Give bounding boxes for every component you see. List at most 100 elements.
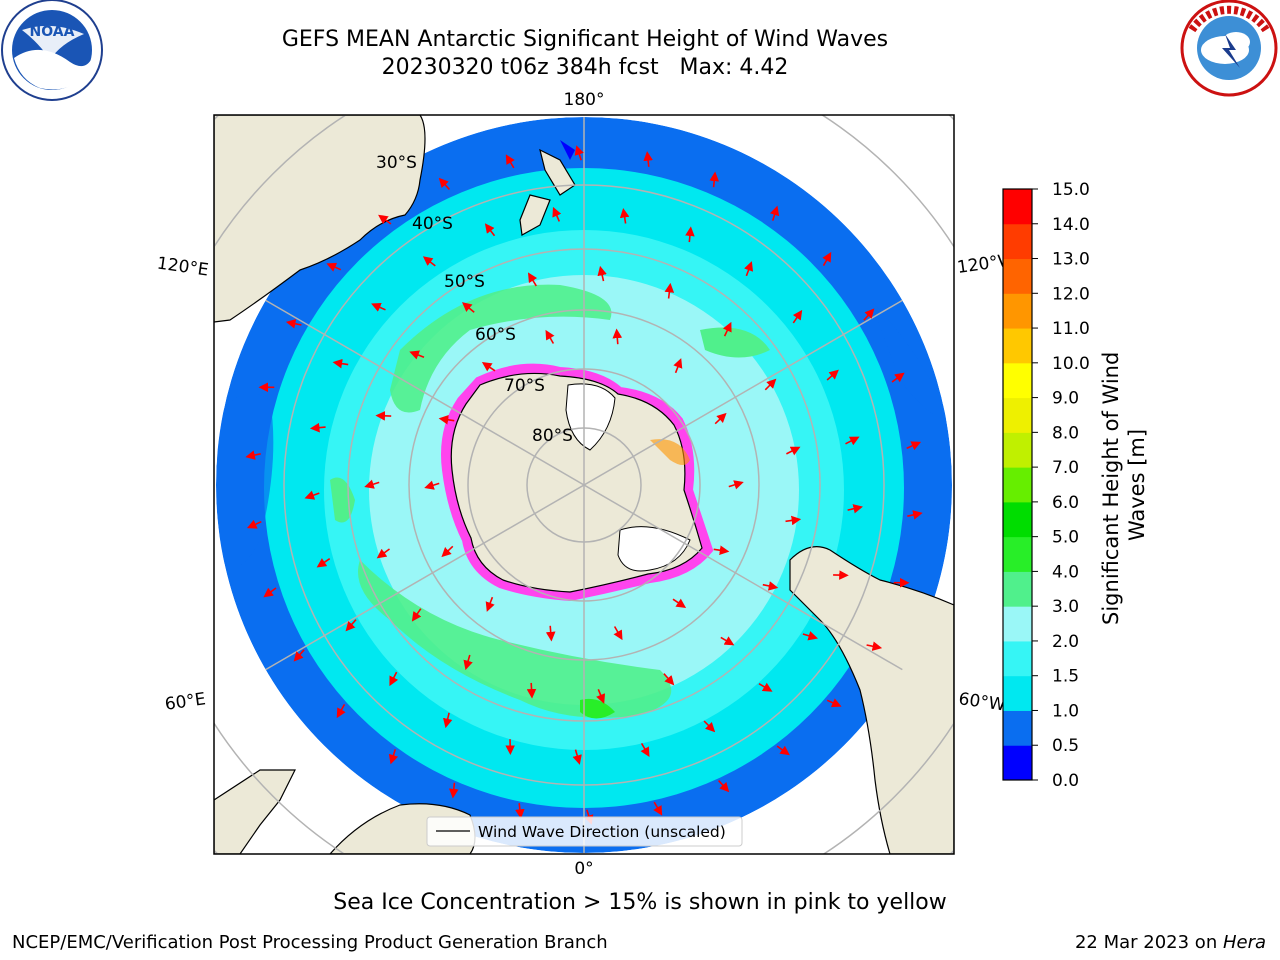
wind-wave-arrow: [722, 321, 732, 337]
wind-wave-arrow: [505, 154, 515, 169]
colorbar-tick-label: 10.0: [1052, 354, 1090, 374]
wind-wave-arrow: [744, 261, 754, 277]
wind-wave-arrow: [332, 358, 349, 369]
wind-wave-arrow: [826, 698, 842, 708]
wind-wave-arrow: [826, 369, 839, 381]
colorbar: 0.0 0.5 1.0 1.5 2.0 3.0 4.0 5.0 6.0 7.0 8.0 9.0 10.0…: [1002, 180, 1090, 791]
wind-wave-arrow: [389, 671, 399, 687]
lat-label-80s: 80°S: [532, 426, 573, 446]
wind-wave-arrow: [785, 515, 802, 526]
sea-ice-note: Sea Ice Concentration > 15% is shown in …: [333, 890, 947, 915]
wind-wave-arrow: [326, 262, 342, 272]
wind-wave-arrow: [907, 510, 923, 520]
wind-wave-arrow: [371, 302, 386, 312]
wind-wave-arrow: [285, 319, 302, 329]
wind-wave-arrow: [714, 412, 727, 425]
colorbar-swatch: [1003, 432, 1032, 468]
wind-wave-arrow: [672, 598, 687, 608]
wind-wave-arrow: [847, 504, 863, 514]
lat-label-40s: 40°S: [412, 214, 453, 234]
colorbar-label-line2: Waves [m]: [1125, 429, 1149, 541]
wind-wave-arrow: [612, 328, 623, 345]
land-layer: [214, 115, 954, 854]
colorbar-tick-label: 12.0: [1052, 284, 1090, 304]
colorbar-tick-label: 15.0: [1052, 180, 1090, 200]
wind-wave-arrow: [438, 177, 450, 190]
wind-wave-arrow: [316, 558, 331, 568]
wind-wave-arrow: [411, 608, 422, 622]
wind-wave-arrow: [769, 205, 780, 221]
wind-wave-arrow: [527, 272, 538, 287]
lat-label-30s: 30°S: [376, 153, 417, 173]
colorbar-tick-label: 8.0: [1052, 423, 1079, 443]
colorbar-swatch: [1003, 293, 1032, 329]
colorbar-tick-label: 6.0: [1052, 493, 1079, 513]
colorbar-tick-label: 5.0: [1052, 528, 1079, 548]
colorbar-frame: [1002, 188, 1033, 781]
wind-wave-arrow: [263, 587, 277, 598]
colorbar-tick-label: 3.0: [1052, 597, 1079, 617]
footer-date: 22 Mar 2023 on Hera: [1075, 932, 1266, 953]
wind-wave-arrow: [378, 214, 392, 225]
colorbar-swatch: [1003, 640, 1032, 677]
wind-wave-arrow: [336, 704, 346, 719]
colorbar-swatch: [1003, 606, 1032, 642]
wind-wave-arrow: [364, 479, 380, 489]
wind-wave-arrow: [845, 436, 860, 446]
nws-logo: [1180, 0, 1278, 97]
wind-wave-arrow: [438, 415, 455, 425]
lat-label-70s: 70°S: [504, 376, 545, 396]
colorbar-label: Significant Height of Wind Waves [m]: [1099, 345, 1149, 625]
wind-wave-arrow: [484, 223, 496, 237]
wind-wave-arrow: [422, 256, 436, 267]
wind-wave-arrow: [515, 803, 525, 819]
colorbar-swatch: [1003, 258, 1032, 294]
colorbar-swatch: [1003, 223, 1032, 260]
wind-wave-arrow: [640, 742, 650, 758]
wind-wave-arrows: [245, 145, 923, 825]
wind-wave-arrow: [619, 207, 630, 224]
colorbar-swatch: [1003, 745, 1032, 781]
wind-wave-arrow: [792, 309, 803, 324]
wind-wave-arrow: [663, 673, 675, 686]
wind-wave-arrow: [718, 780, 730, 793]
wind-wave-arrow: [526, 682, 537, 699]
colorbar-tick-label: 0.5: [1052, 736, 1079, 756]
wind-wave-arrow: [653, 801, 663, 816]
colorbar-tick-label: 1.5: [1052, 667, 1079, 687]
wind-wave-arrow: [596, 688, 606, 704]
graticule: [216, 117, 952, 853]
lat-label-60s: 60°S: [475, 325, 516, 345]
wind-wave-arrow: [802, 631, 819, 641]
wind-wave-arrow: [481, 362, 496, 372]
colorbar-label-line1: Significant Height of Wind: [1099, 352, 1123, 625]
wind-wave-arrow: [304, 490, 320, 500]
wind-wave-arrow: [309, 422, 326, 433]
wind-wave-arrow: [906, 441, 922, 451]
wind-wave-arrow: [552, 206, 562, 222]
colorbar-tick-label: 1.0: [1052, 701, 1079, 721]
colorbar-swatch: [1003, 467, 1032, 503]
wind-wave-arrow: [345, 619, 357, 632]
wind-wave-arrow: [597, 265, 607, 282]
wind-wave-arrow: [728, 480, 744, 490]
wind-wave-arrow: [409, 350, 425, 360]
lon-label-120e: 120°E: [156, 254, 210, 281]
wind-wave-arrow: [822, 251, 832, 266]
colorbar-swatch: [1003, 328, 1032, 364]
colorbar-tick-label: 7.0: [1052, 458, 1079, 478]
lon-label-0: 0°: [574, 859, 593, 879]
legend-label: Wind Wave Direction (unscaled): [478, 823, 726, 841]
footer-machine: Hera: [1222, 932, 1266, 953]
title-line2: 20230320 t06z 384h fcst Max: 4.42: [381, 55, 789, 80]
wind-wave-arrow: [891, 372, 905, 383]
wind-wave-arrow: [613, 626, 623, 641]
colorbar-swatch: [1003, 397, 1032, 433]
colorbar-tick-label: 4.0: [1052, 562, 1079, 582]
wind-wave-arrow: [758, 682, 773, 692]
wind-wave-arrow: [246, 519, 262, 529]
wind-wave-arrow: [709, 171, 719, 188]
colorbar-tick-label: 14.0: [1052, 215, 1090, 235]
colorbar-swatch: [1003, 710, 1032, 746]
